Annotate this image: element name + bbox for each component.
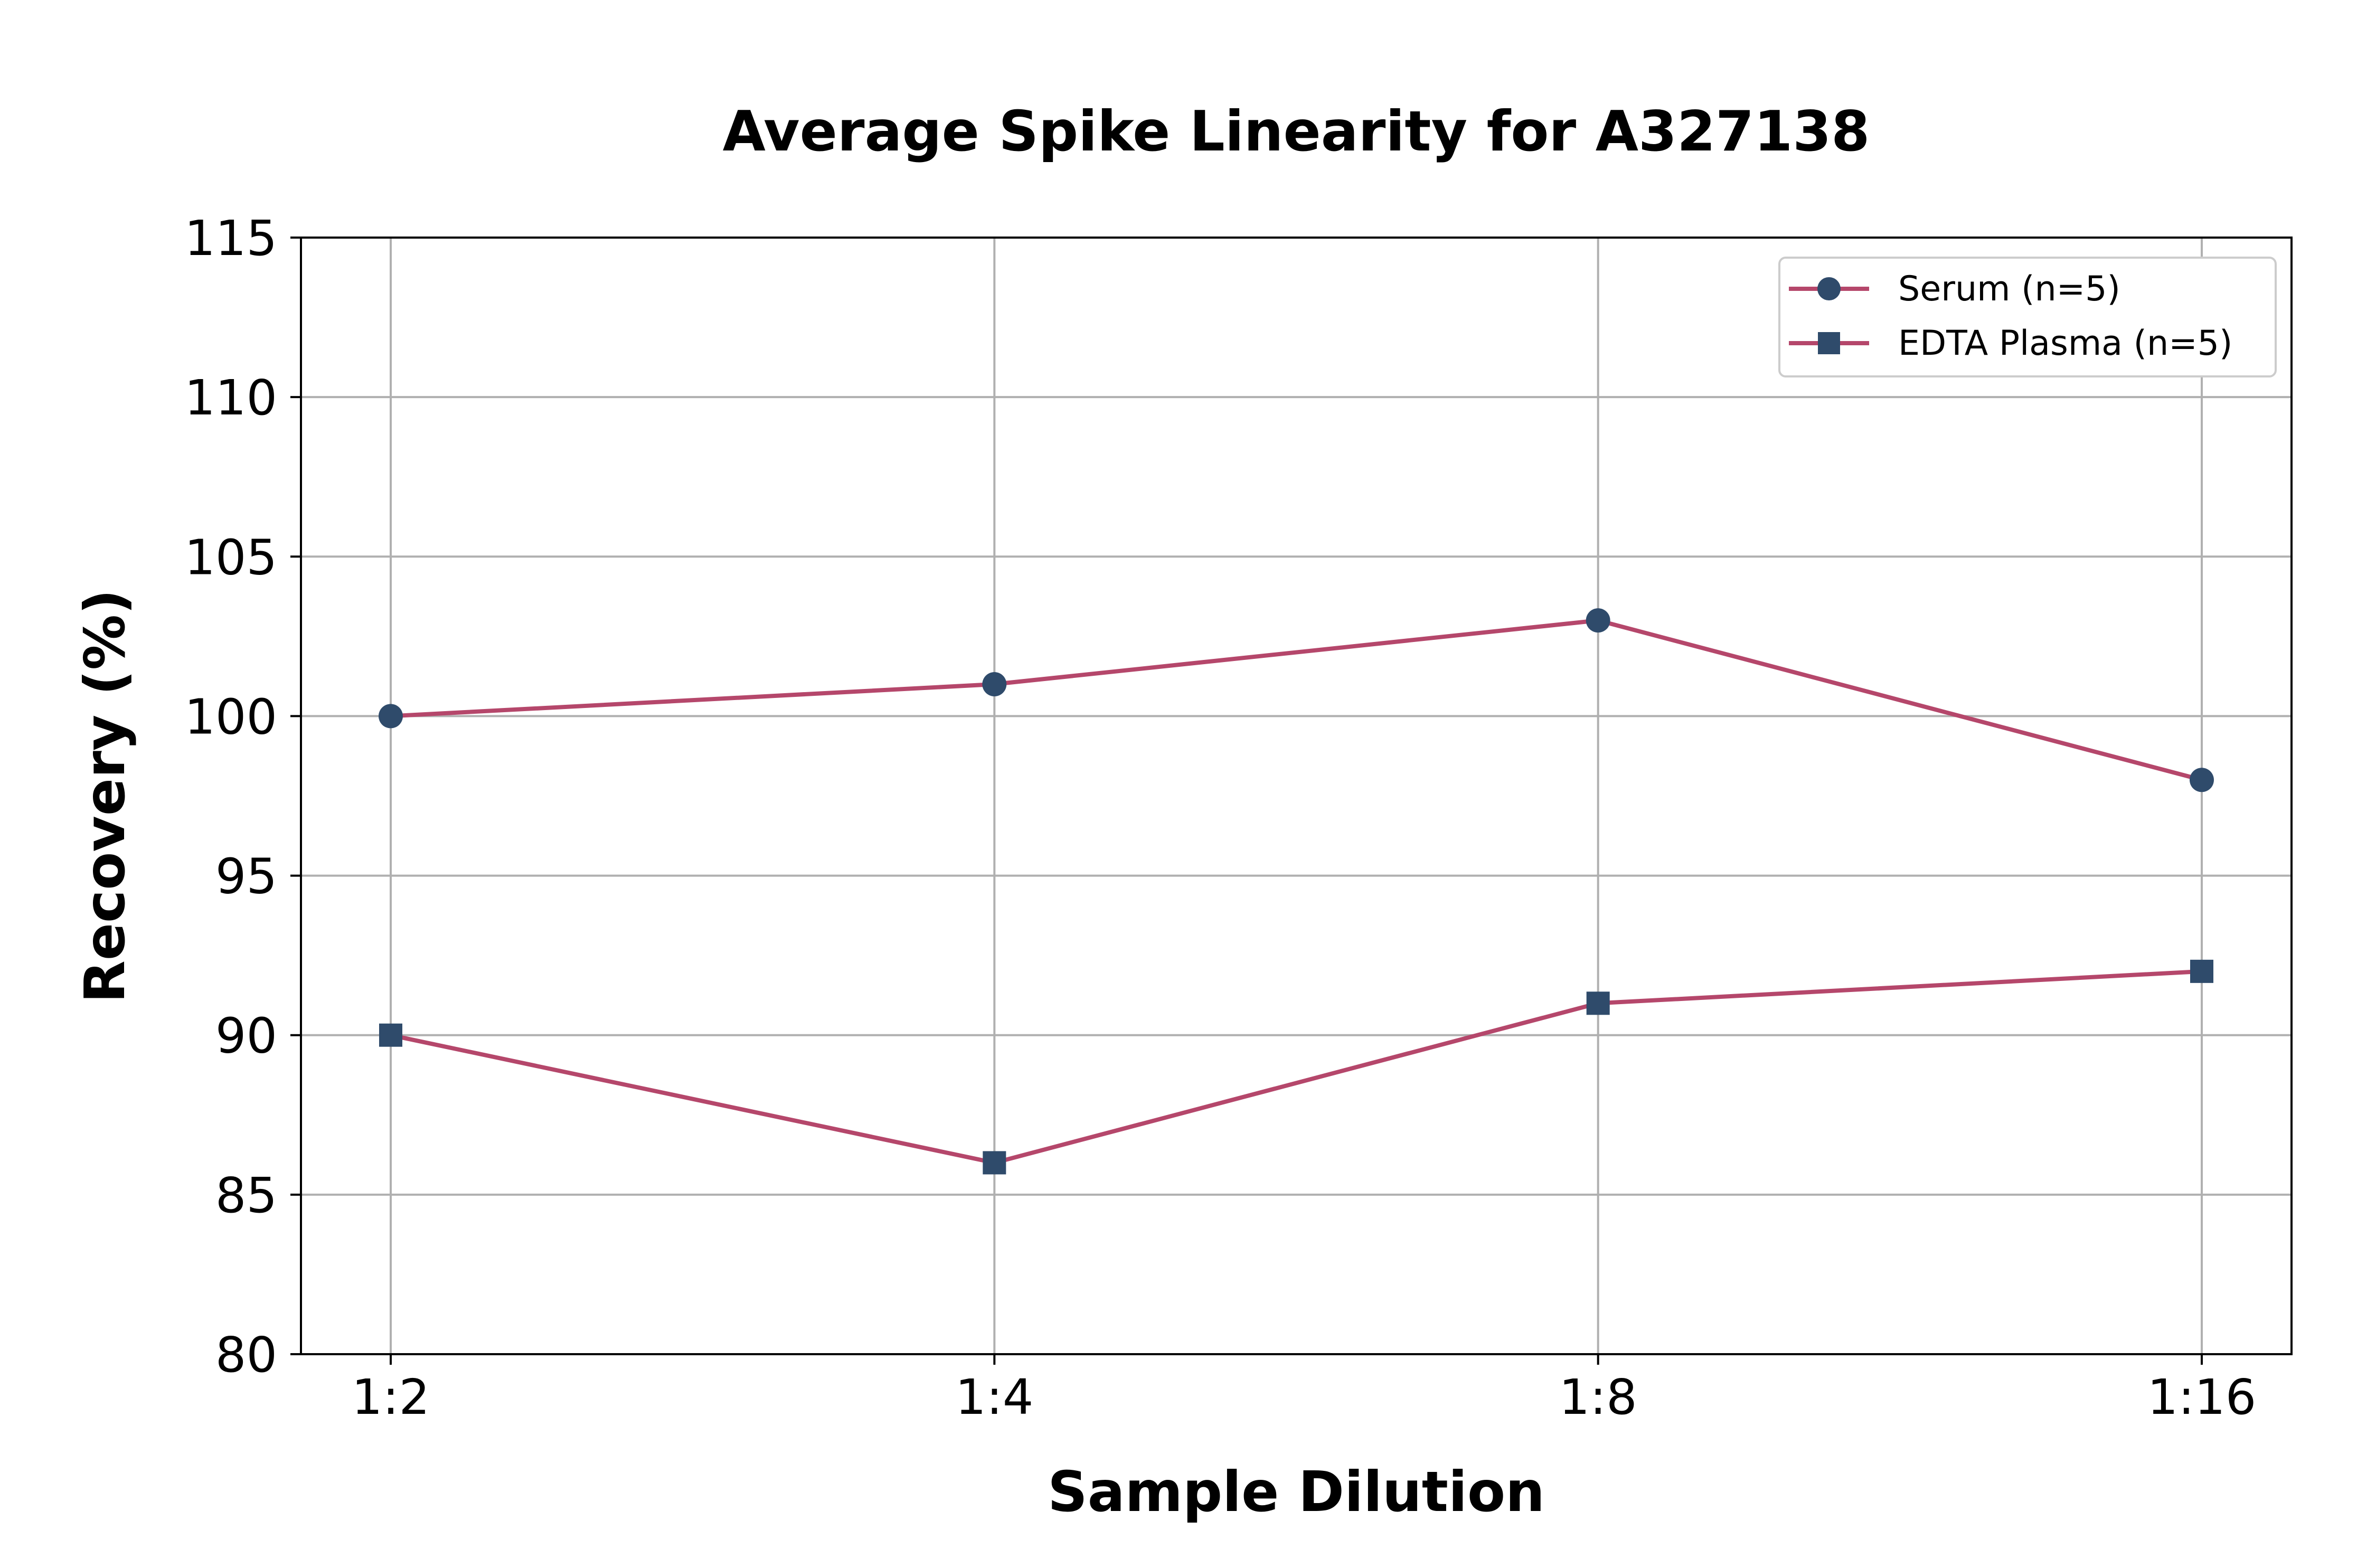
x-tick-label: 1:8 xyxy=(1559,1369,1637,1425)
y-tick-label: 115 xyxy=(184,210,277,267)
y-tick-label: 95 xyxy=(215,848,277,905)
series-line-1 xyxy=(390,969,2202,1165)
x-tick-label: 1:2 xyxy=(352,1369,430,1425)
y-tick-label: 100 xyxy=(184,688,277,745)
data-point-circle xyxy=(1586,608,1610,633)
chart-title: Average Spike Linearity for A327138 xyxy=(723,99,1870,164)
y-tick-label: 110 xyxy=(184,370,277,426)
data-point-circle xyxy=(2190,768,2214,792)
y-tick-label: 85 xyxy=(215,1167,277,1224)
plot-area-frame xyxy=(300,237,2293,1355)
legend-box xyxy=(1778,257,2277,377)
data-point-square xyxy=(1586,991,1610,1015)
data-point-circle xyxy=(379,704,403,729)
y-tick-label: 80 xyxy=(215,1327,277,1383)
data-point-square xyxy=(2190,959,2213,983)
x-tick-label: 1:4 xyxy=(955,1369,1033,1425)
x-axis-label: Sample Dilution xyxy=(1048,1460,1545,1524)
y-tick-label: 90 xyxy=(215,1008,277,1064)
legend-plasma-label: EDTA Plasma (n=5) xyxy=(1898,324,2232,363)
legend-plasma-marker-icon xyxy=(1818,332,1840,354)
data-point-square xyxy=(379,1023,402,1047)
series-line-0 xyxy=(390,618,2203,782)
y-tick-label: 105 xyxy=(184,529,277,585)
data-point-square xyxy=(983,1151,1006,1175)
x-tick-label: 1:16 xyxy=(2147,1369,2257,1425)
legend: Serum (n=5) EDTA Plasma (n=5) xyxy=(1778,257,2277,377)
legend-serum-marker-icon xyxy=(1817,277,1841,300)
axis-ticks: 1:2 1:4 1:8 1:16 80 85 90 95 100 105 110 115 xyxy=(184,210,2256,1425)
data-point-circle xyxy=(982,672,1007,696)
series-layer xyxy=(379,608,2214,1175)
legend-serum-label: Serum (n=5) xyxy=(1898,269,2120,309)
y-axis-label: Recovery (%) xyxy=(73,589,137,1003)
